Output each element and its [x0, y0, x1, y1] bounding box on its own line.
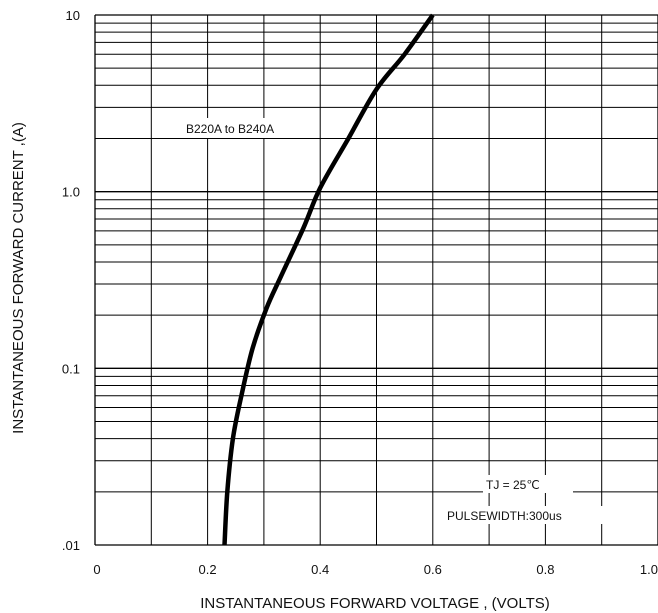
series-label: B220A to B240A	[186, 122, 274, 136]
pulsewidth-annotation: PULSEWIDTH:300us	[447, 509, 562, 523]
x-tick-label: 0.6	[424, 562, 442, 577]
y-tick-label: 1.0	[62, 185, 80, 200]
y-tick-labels: .01 0.1 1.0 10	[62, 8, 80, 553]
pulse-annotation-background	[443, 506, 608, 524]
y-axis-label: INSTANTANEOUS FORWARD CURRENT ,(A)	[10, 122, 27, 434]
y-tick-label: 0.1	[62, 361, 80, 376]
tj-annotation: TJ = 25℃	[486, 478, 540, 492]
major-gridlines	[94, 14, 658, 546]
series-label-background	[182, 118, 304, 138]
x-axis-label: INSTANTANEOUS FORWARD VOLTAGE , (VOLTS)	[200, 595, 549, 612]
x-tick-label: 1.0	[640, 562, 658, 577]
x-tick-label: 0.2	[199, 562, 217, 577]
conditions-annotation: TJ = 25℃ PULSEWIDTH:300us	[443, 475, 608, 524]
x-tick-label: 0	[93, 562, 100, 577]
y-tick-label: .01	[62, 538, 80, 553]
tj-annotation-background	[483, 475, 573, 493]
x-tick-label: 0.4	[311, 562, 329, 577]
y-tick-label: 10	[66, 8, 80, 23]
x-tick-label: 0.8	[536, 562, 554, 577]
x-tick-labels: 0 0.2 0.4 0.6 0.8 1.0	[93, 562, 658, 577]
forward-curve-line	[222, 13, 435, 546]
series-label-group: B220A to B240A	[182, 118, 304, 138]
plot-curves	[222, 13, 435, 546]
